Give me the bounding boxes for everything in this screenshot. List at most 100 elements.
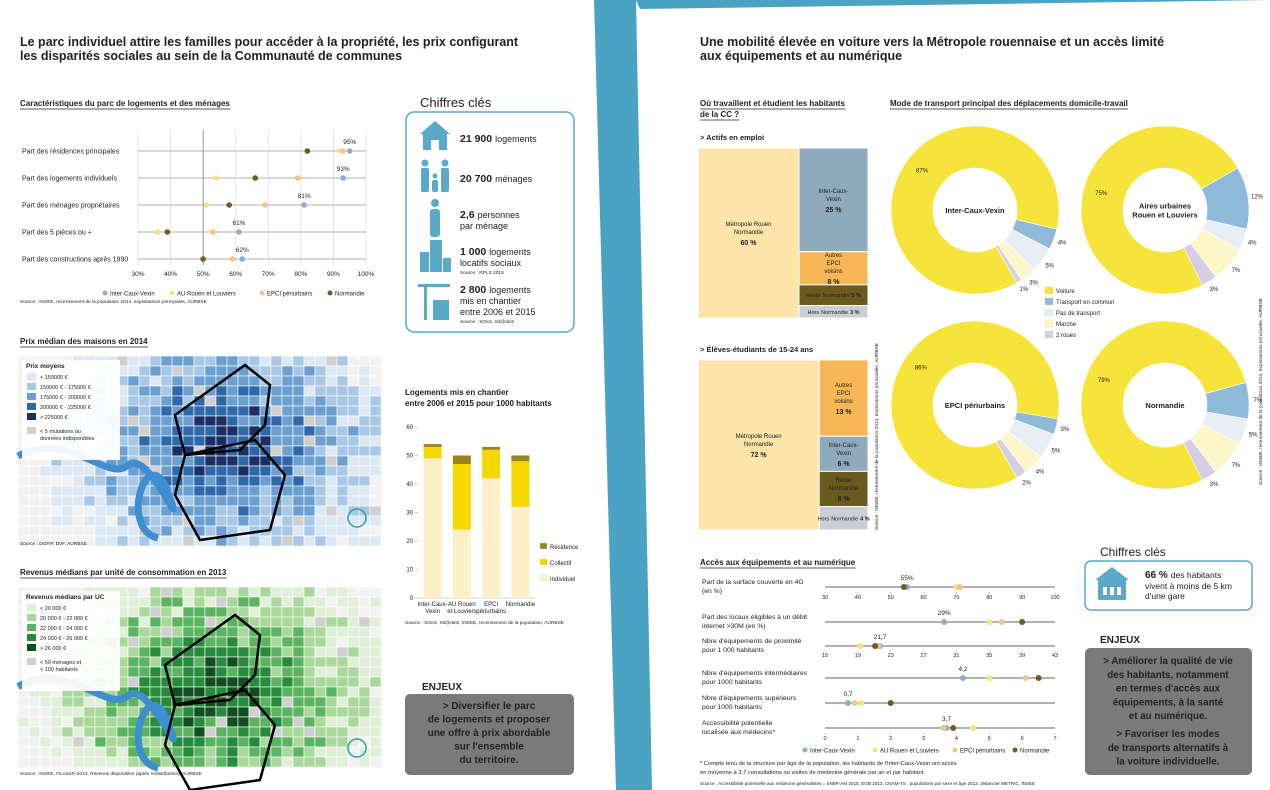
value-label: 61% <box>232 220 245 227</box>
map-cell <box>182 365 195 377</box>
map-cell <box>226 535 239 547</box>
map-cell <box>94 515 107 527</box>
map-cell <box>138 596 151 608</box>
map-cell <box>138 375 151 387</box>
map-cell <box>270 706 283 718</box>
map-cell <box>325 696 338 708</box>
map-cell <box>248 515 261 527</box>
bar-segment <box>482 478 501 598</box>
value-label: 4,2 <box>958 666 967 673</box>
map-cell <box>105 505 118 517</box>
value-label: 55% <box>901 575 914 582</box>
map-cell <box>193 616 206 628</box>
legend-label: Individuel <box>550 577 575 583</box>
map-cell <box>292 465 305 477</box>
map-cell <box>270 686 283 698</box>
map-cell <box>138 676 151 688</box>
map-cell <box>61 505 74 517</box>
map-cell <box>281 525 294 537</box>
cell-value: 6 % <box>838 461 851 468</box>
map-cell <box>303 395 316 407</box>
map-cell <box>149 626 162 638</box>
map-cell <box>171 626 184 638</box>
map-cell <box>369 365 382 377</box>
map-cell <box>204 636 217 648</box>
station-window <box>1110 587 1114 595</box>
donut-slice <box>995 244 1022 284</box>
map-cell <box>336 455 349 467</box>
row-label: Nbre d'équipements intermédiaires <box>702 670 808 677</box>
value-label: 93% <box>337 166 350 173</box>
x-tick-label: 15 <box>822 653 828 659</box>
row-label: pour 1000 habitants <box>702 679 763 686</box>
map-cell <box>204 716 217 728</box>
dot <box>940 725 947 731</box>
map-cell <box>347 365 360 377</box>
map-cell <box>83 495 96 507</box>
map-cell <box>347 355 360 367</box>
dot <box>1035 675 1042 681</box>
map-cell <box>281 756 294 768</box>
map-cell <box>204 495 217 507</box>
map-cell <box>292 726 305 738</box>
map-cell <box>193 375 206 387</box>
map-cell <box>303 535 316 547</box>
logo <box>347 738 367 758</box>
map-cell <box>281 365 294 377</box>
map-cell <box>160 616 173 628</box>
map-cell <box>336 656 349 668</box>
map-cell <box>226 706 239 718</box>
map-cell <box>259 535 272 547</box>
map-cell <box>61 696 74 708</box>
map-cell <box>325 626 338 638</box>
map-cell <box>171 535 184 547</box>
map-cell <box>215 365 228 377</box>
map-cell <box>105 495 118 507</box>
map-cell <box>182 756 195 768</box>
map-cell <box>39 525 52 537</box>
map-cell <box>325 646 338 658</box>
map-cell <box>325 525 338 537</box>
map-cell <box>347 606 360 618</box>
map-cell <box>149 666 162 678</box>
chart-title: Logements mis en chantier <box>405 388 509 397</box>
map-cell <box>369 756 382 768</box>
map-cell <box>369 525 382 537</box>
source: Source : INSEE, recensement de la popula… <box>874 343 880 530</box>
map-cell <box>314 746 327 758</box>
map-cell <box>281 485 294 497</box>
map-cell <box>138 636 151 648</box>
map-cell <box>347 535 360 547</box>
map-cell <box>358 475 371 487</box>
map-cell <box>193 736 206 748</box>
map-cell <box>325 365 338 377</box>
page-title: Le parc individuel attire les familles p… <box>20 35 519 49</box>
chart-title: Accès aux équipements et au numérique <box>700 558 856 567</box>
x-tick-label: 6 <box>1021 736 1024 742</box>
map-cell <box>248 616 261 628</box>
map-cell <box>303 375 316 387</box>
map-legend <box>22 360 120 460</box>
map-cell <box>336 415 349 427</box>
map-cell <box>116 485 129 497</box>
map-cell <box>149 515 162 527</box>
map-cell <box>292 375 305 387</box>
map-cell <box>358 375 371 387</box>
map-cell <box>127 365 140 377</box>
map-cell <box>325 475 338 487</box>
map-cell <box>314 606 327 618</box>
legend-swatch <box>1044 319 1054 328</box>
map-cell <box>182 606 195 618</box>
x-tick-label: 2 <box>889 736 892 742</box>
map-cell <box>314 626 327 638</box>
map-cell <box>292 435 305 447</box>
x-tick-label: AU Rouen <box>448 602 476 608</box>
map-cell <box>347 455 360 467</box>
map-cell <box>314 636 327 648</box>
map-cell <box>94 485 107 497</box>
bar-segment <box>511 506 530 598</box>
legend-swatch <box>802 747 808 753</box>
map-cell <box>358 656 371 668</box>
map-cell <box>270 385 283 397</box>
map-cell <box>17 696 30 708</box>
